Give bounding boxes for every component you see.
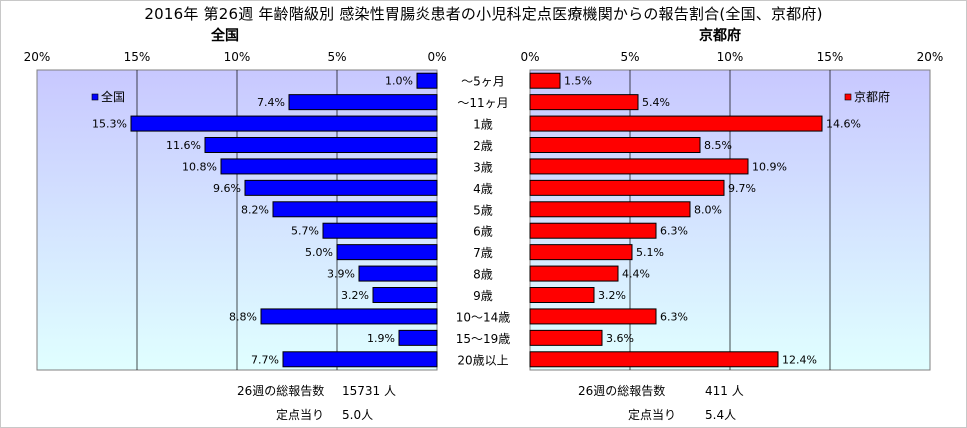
- kyoto-bar: [529, 179, 725, 196]
- category-label: 2歳: [473, 139, 493, 153]
- kyoto-bar: [529, 94, 639, 111]
- national-tick-label: 15%: [124, 50, 151, 64]
- national-data-label: 1.9%: [367, 332, 395, 345]
- national-data-label: 7.4%: [257, 96, 285, 109]
- kyoto-data-label: 6.3%: [660, 225, 688, 238]
- kyoto-bar: [529, 329, 603, 346]
- category-label: ～5ヶ月: [461, 75, 505, 89]
- category-label: 3歳: [473, 160, 493, 174]
- national-bar: [244, 179, 438, 196]
- national-bar: [336, 244, 438, 261]
- kyoto-tick-label: 0%: [520, 50, 539, 64]
- national-data-label: 5.0%: [305, 246, 333, 259]
- national-legend-label: 全国: [101, 89, 125, 104]
- national-bar: [372, 287, 438, 303]
- kyoto-data-label: 1.5%: [564, 75, 592, 88]
- national-data-label: 10.8%: [182, 160, 217, 173]
- national-data-label: 7.7%: [251, 353, 279, 366]
- national-data-label: 3.2%: [341, 289, 369, 302]
- kyoto-tick-label: 5%: [620, 50, 639, 64]
- kyoto-bar: [529, 72, 561, 89]
- national-panel-title: 全国: [211, 28, 239, 44]
- kyoto-tick-label: 20%: [917, 50, 944, 64]
- kyoto-bar: [529, 308, 657, 325]
- kyoto-bar: [529, 222, 657, 239]
- kyoto-total-value: 411 人: [705, 384, 744, 398]
- national-bar: [272, 201, 438, 218]
- kyoto-data-label: 5.1%: [636, 246, 664, 259]
- national-bar: [130, 115, 438, 132]
- national-tick-label: 20%: [24, 50, 51, 64]
- kyoto-data-label: 4.4%: [622, 268, 650, 281]
- kyoto-bar: [529, 201, 691, 218]
- kyoto-bar: [529, 158, 749, 175]
- kyoto-data-label: 12.4%: [782, 353, 817, 366]
- national-per-label: 定点当り: [276, 408, 325, 422]
- kyoto-data-label: 8.0%: [694, 203, 722, 216]
- national-bar: [260, 308, 438, 325]
- kyoto-bar: [529, 115, 823, 132]
- national-bar: [282, 351, 438, 368]
- category-label: 5歳: [473, 203, 493, 217]
- national-bar: [416, 72, 438, 89]
- national-data-label: 15.3%: [92, 118, 127, 131]
- kyoto-data-label: 6.3%: [660, 310, 688, 323]
- national-total-label: 26週の総報告数: [237, 384, 325, 398]
- kyoto-data-label: 14.6%: [826, 118, 861, 131]
- national-data-label: 8.8%: [229, 310, 257, 323]
- category-label: 7歳: [473, 246, 493, 260]
- national-tick-label: 0%: [427, 50, 446, 64]
- national-data-label: 8.2%: [241, 203, 269, 216]
- category-label: 1歳: [473, 118, 493, 132]
- national-bar: [358, 265, 438, 282]
- national-tick-label: 10%: [224, 50, 251, 64]
- category-label: 6歳: [473, 225, 493, 239]
- national-data-label: 5.7%: [291, 225, 319, 238]
- category-label: 9歳: [473, 289, 493, 303]
- kyoto-bar: [529, 244, 633, 261]
- kyoto-data-label: 8.5%: [704, 139, 732, 152]
- kyoto-tick-label: 10%: [717, 50, 744, 64]
- kyoto-panel-title: 京都府: [699, 28, 741, 44]
- chart-title: 2016年 第26週 年齢階級別 感染性胃腸炎患者の小児科定点医療機関からの報告…: [144, 5, 823, 23]
- kyoto-total-label: 26週の総報告数: [578, 384, 666, 398]
- kyoto-bar: [529, 351, 779, 368]
- kyoto-data-label: 9.7%: [728, 182, 756, 195]
- kyoto-data-label: 3.2%: [598, 289, 626, 302]
- kyoto-data-label: 5.4%: [642, 96, 670, 109]
- category-label: 15～19歳: [456, 332, 511, 346]
- national-bar: [322, 222, 438, 239]
- kyoto-legend-label: 京都府: [854, 89, 890, 104]
- national-data-label: 3.9%: [327, 268, 355, 281]
- kyoto-data-label: 10.9%: [752, 160, 787, 173]
- national-data-label: 1.0%: [385, 75, 413, 88]
- national-bar: [398, 329, 438, 346]
- category-label: 8歳: [473, 268, 493, 282]
- kyoto-tick-label: 15%: [817, 50, 844, 64]
- national-data-label: 9.6%: [213, 182, 241, 195]
- national-tick-label: 5%: [327, 50, 346, 64]
- category-label: 4歳: [473, 182, 493, 196]
- kyoto-bar: [529, 265, 619, 282]
- national-per-value: 5.0人: [342, 408, 374, 422]
- national-legend-swatch: [91, 93, 99, 101]
- kyoto-bar: [529, 137, 701, 153]
- national-bar: [288, 94, 438, 111]
- kyoto-per-label: 定点当り: [628, 408, 677, 422]
- category-label: 20歳以上: [457, 353, 508, 367]
- national-data-label: 11.6%: [166, 139, 201, 152]
- category-label: 10～14歳: [456, 310, 511, 324]
- kyoto-per-value: 5.4人: [705, 408, 737, 422]
- kyoto-bar: [529, 287, 595, 303]
- kyoto-legend-swatch: [844, 93, 852, 101]
- kyoto-data-label: 3.6%: [606, 332, 634, 345]
- national-total-value: 15731 人: [342, 384, 396, 398]
- national-bar: [204, 137, 438, 153]
- national-bar: [220, 158, 438, 175]
- category-label: ～11ヶ月: [457, 96, 508, 110]
